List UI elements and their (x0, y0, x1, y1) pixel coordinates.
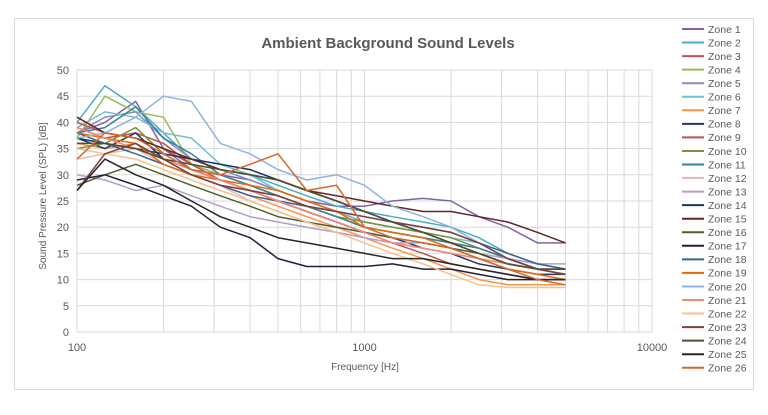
y-tick-label: 15 (57, 248, 69, 260)
series-line-zone-24 (77, 142, 566, 270)
legend-label-zone-7: Zone 7 (708, 105, 741, 117)
legend-label-zone-15: Zone 15 (708, 214, 747, 226)
y-tick-label: 35 (57, 144, 69, 156)
legend-label-zone-12: Zone 12 (708, 173, 747, 185)
legend-label-zone-16: Zone 16 (708, 227, 747, 239)
series-line-zone-13 (76, 174, 566, 265)
series-line-zone-11 (76, 105, 566, 276)
y-tick-label: 10 (57, 275, 69, 287)
legend-label-zone-11: Zone 11 (708, 159, 746, 171)
chart-frame: Ambient Background Sound Levels 0 5 10 15 20… (14, 18, 754, 390)
axes: 0 5 10 15 20 25 30 35 40 45 50 100 1000 10000 (57, 65, 668, 354)
series-lines (76, 84, 566, 289)
series-line-zone-22 (76, 147, 566, 289)
legend-label-zone-26: Zone 26 (708, 363, 747, 375)
legend-label-zone-1: Zone 1 (708, 24, 741, 36)
x-tick-label: 1000 (352, 342, 376, 354)
y-tick-label: 45 (57, 91, 69, 103)
series-line-zone-15 (76, 116, 566, 244)
y-tick-label: 20 (57, 222, 69, 234)
chart-canvas: Ambient Background Sound Levels 0 5 10 15 20… (38, 24, 747, 375)
legend-label-zone-5: Zone 5 (708, 78, 741, 90)
legend-label-zone-20: Zone 20 (708, 281, 747, 293)
chart-title: Ambient Background Sound Levels (261, 35, 514, 52)
series-line-zone-23 (76, 142, 566, 276)
legend-label-zone-18: Zone 18 (708, 254, 747, 266)
series-line-zone-2 (76, 84, 566, 270)
series-line-zone-25 (76, 158, 566, 281)
y-tick-label: 50 (57, 65, 69, 77)
series-line-zone-26 (76, 132, 566, 286)
y-tick-label: 40 (57, 117, 69, 129)
legend-label-zone-22: Zone 22 (708, 308, 747, 320)
legend-label-zone-10: Zone 10 (708, 146, 747, 158)
x-tick-label: 10000 (637, 342, 668, 354)
y-tick-label: 0 (63, 327, 69, 339)
series-line-zone-17 (76, 174, 566, 281)
legend-label-zone-9: Zone 9 (708, 132, 741, 144)
y-axis-title: Sound Pressure Level (SPL) [dB] (38, 122, 49, 270)
y-tick-label: 5 (63, 301, 69, 313)
legend-label-zone-3: Zone 3 (708, 51, 741, 63)
series-line-zone-1 (76, 100, 566, 244)
legend-label-zone-25: Zone 25 (708, 349, 747, 361)
legend-label-zone-4: Zone 4 (708, 64, 741, 76)
legend-label-zone-13: Zone 13 (708, 186, 747, 198)
legend-label-zone-2: Zone 2 (708, 37, 741, 49)
legend-label-zone-24: Zone 24 (708, 335, 747, 347)
legend-label-zone-19: Zone 19 (708, 268, 747, 280)
x-tick-label: 100 (68, 342, 86, 354)
legend-label-zone-8: Zone 8 (708, 119, 741, 131)
x-axis-title: Frequency [Hz] (331, 362, 399, 373)
legend-label-zone-17: Zone 17 (708, 241, 747, 253)
y-tick-label: 30 (57, 170, 69, 182)
y-tick-label: 25 (57, 196, 69, 208)
legend-label-zone-21: Zone 21 (708, 295, 747, 307)
legend-label-zone-14: Zone 14 (708, 200, 747, 212)
legend-label-zone-6: Zone 6 (708, 92, 741, 104)
legend-label-zone-23: Zone 23 (708, 322, 747, 334)
